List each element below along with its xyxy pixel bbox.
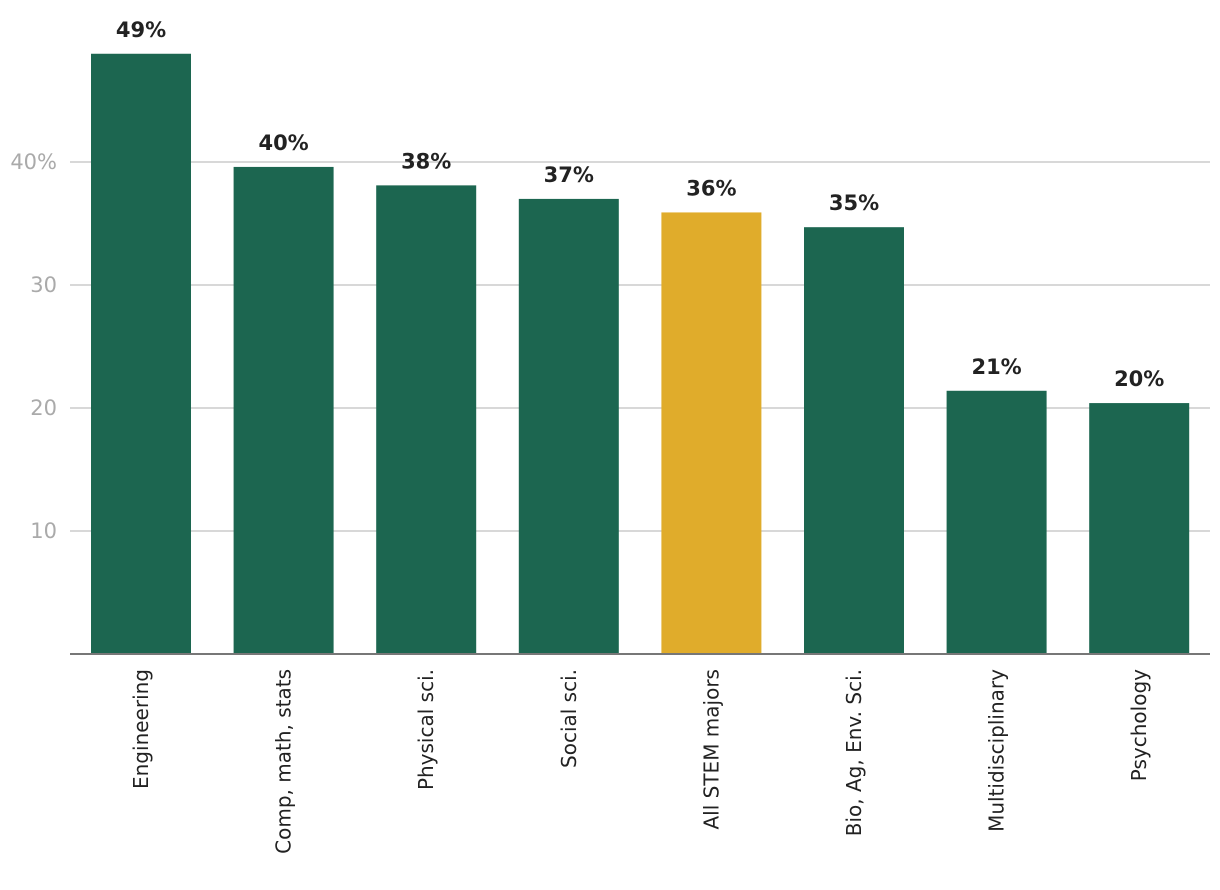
y-tick-label: 10 (30, 519, 57, 543)
x-tick-label: Physical sci. (414, 669, 438, 790)
bar (91, 53, 191, 654)
x-tick-label: All STEM majors (699, 669, 723, 830)
x-tick-label: Multidisciplinary (985, 669, 1009, 832)
data-label: 20% (1114, 367, 1164, 391)
x-tick-label: Bio, Ag, Env. Sci. (842, 669, 866, 836)
x-tick-label: Social sci. (557, 669, 581, 768)
bar (518, 198, 619, 654)
data-label: 37% (544, 163, 594, 187)
data-label: 21% (971, 355, 1021, 379)
x-tick-label: Psychology (1127, 669, 1151, 781)
x-tick-label: Comp, math, stats (272, 669, 296, 854)
bar (1089, 403, 1190, 654)
data-label: 35% (829, 191, 879, 215)
data-label: 40% (258, 131, 308, 155)
y-tick-label: 40% (10, 150, 57, 174)
x-axis-ticks: Engineering Comp, math, stats Physical sci… (129, 669, 1151, 854)
y-tick-label: 20 (30, 396, 57, 420)
data-labels: 49% 40% 38% 37% 36% 35% 21% 20% (116, 18, 1164, 391)
y-axis-ticks: 10 20 30 40% (10, 150, 57, 543)
bars (91, 53, 1190, 655)
data-label: 38% (401, 149, 451, 173)
data-label: 36% (686, 176, 736, 200)
bar (233, 166, 334, 655)
y-tick-label: 30 (30, 273, 57, 297)
x-tick-label: Engineering (129, 669, 153, 789)
bar (661, 212, 762, 654)
bar (376, 185, 477, 654)
bar (804, 227, 904, 654)
bar (946, 390, 1047, 654)
data-label: 49% (116, 18, 166, 42)
